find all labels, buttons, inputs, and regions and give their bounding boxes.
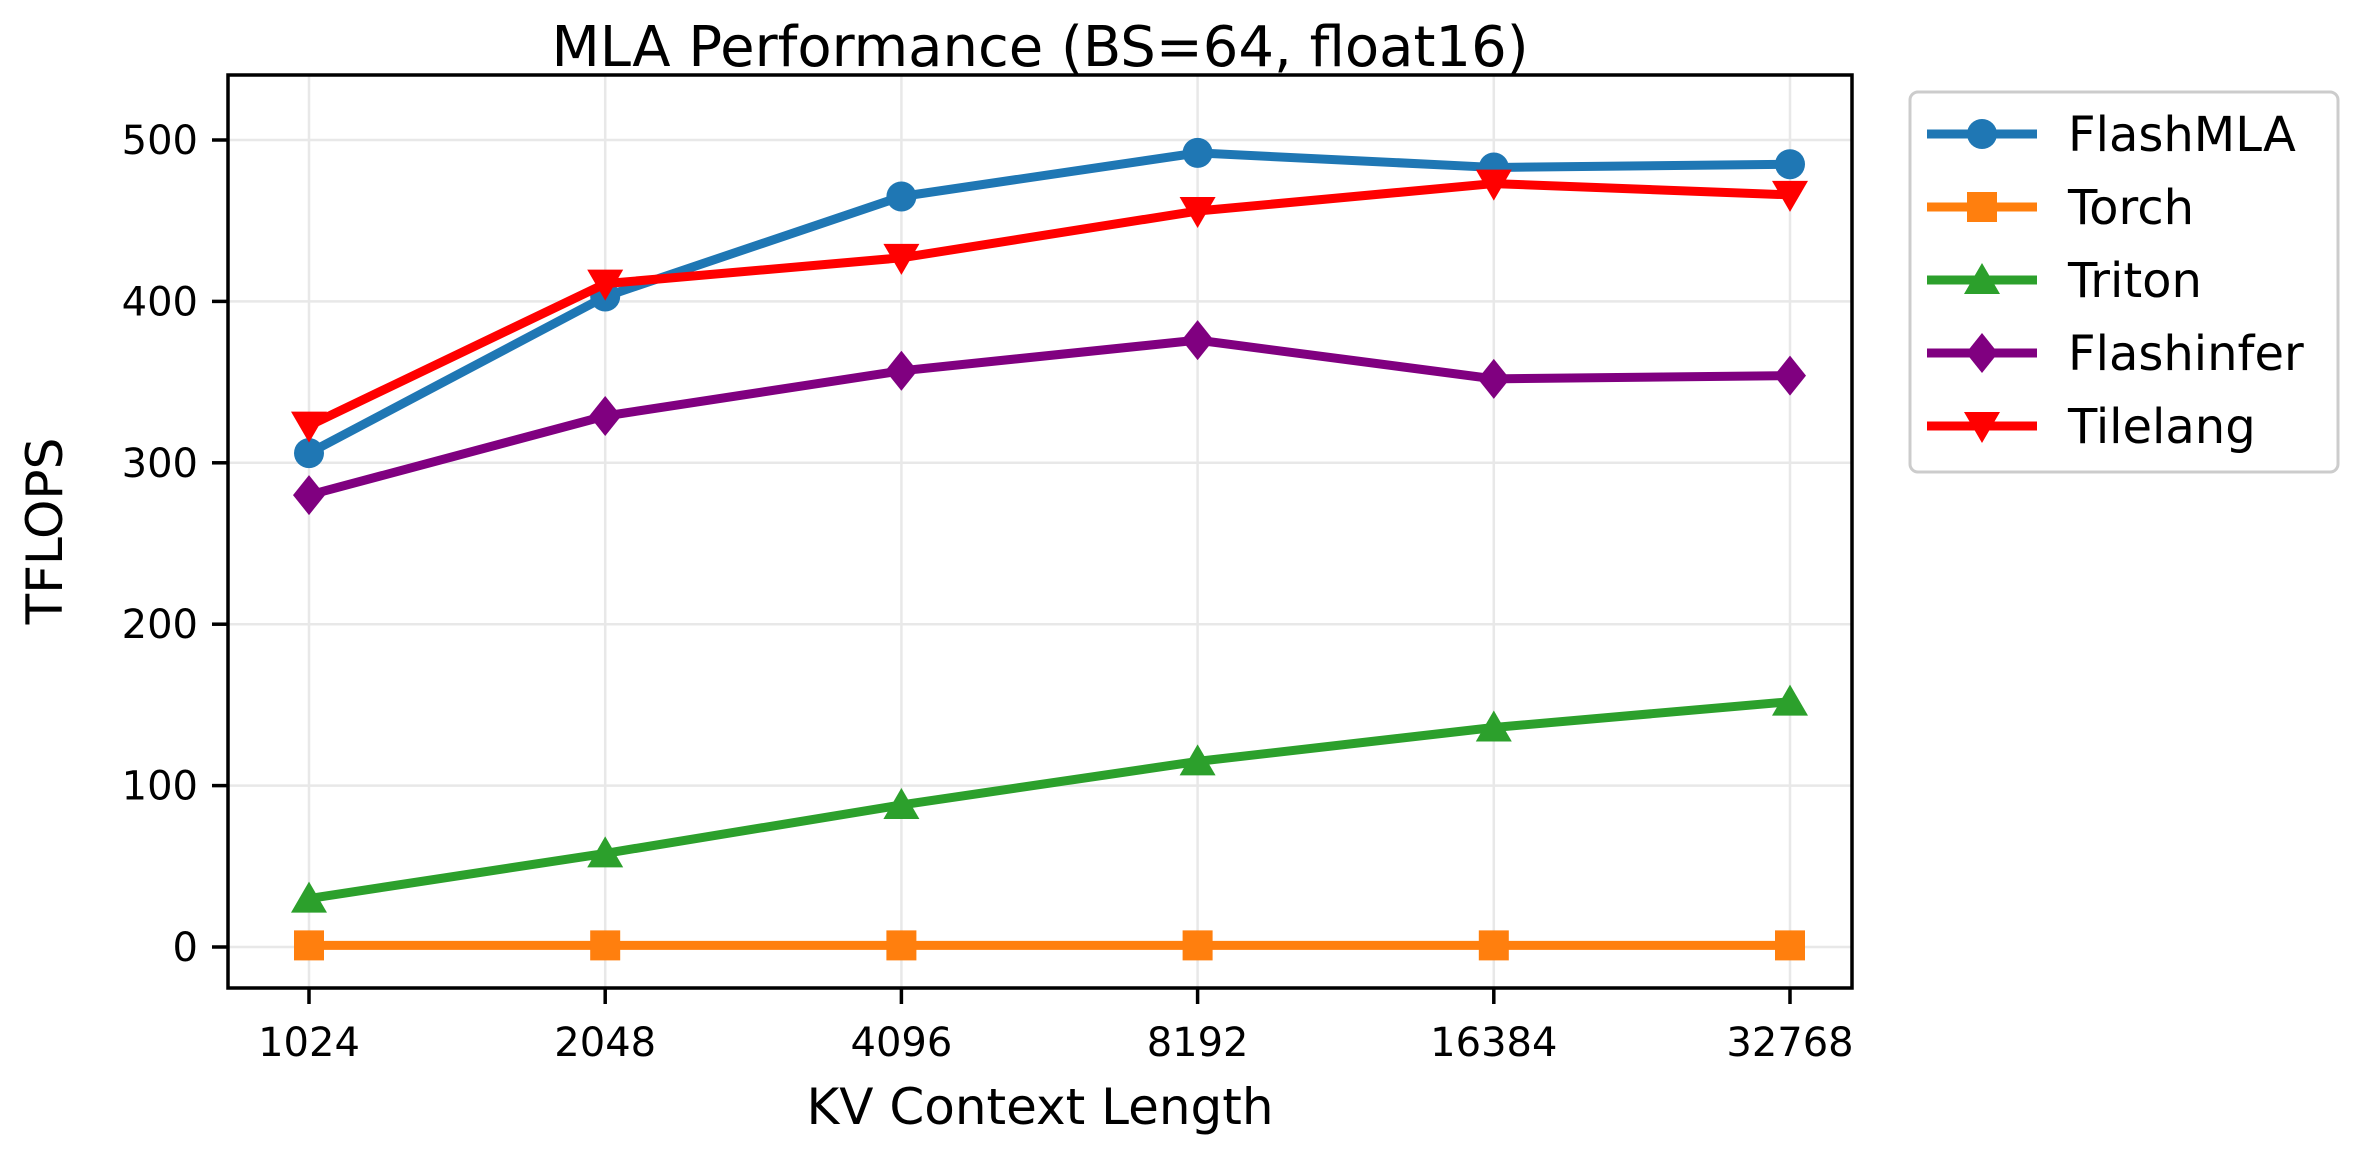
series-FlashMLA — [294, 137, 1805, 469]
series-line-Flashinfer — [307, 335, 1791, 500]
marker-FlashMLA-1024 — [294, 438, 324, 469]
x-tick-label-4096: 4096 — [851, 1020, 953, 1066]
legend: FlashMLA Torch Triton Flashinfer Tilelang — [1908, 90, 2340, 474]
y-tick-label-200: 200 — [122, 602, 198, 648]
series-Flashinfer — [293, 320, 1806, 516]
marker-Tilelang-2048 — [587, 269, 624, 301]
series-line-FlashMLA — [306, 148, 1791, 458]
grid-layer — [228, 75, 1852, 988]
marker-Triton-1024 — [291, 881, 327, 913]
marker-Triton-2048 — [587, 836, 624, 868]
series-line-Triton — [308, 697, 1791, 904]
legend-label-Tilelang: Tilelang — [2067, 399, 2256, 455]
x-tick-label-16384: 16384 — [1430, 1020, 1557, 1066]
series-line-Tilelang — [307, 179, 1791, 430]
marker-Tilelang-16384 — [1475, 169, 1512, 201]
legend-label-Torch: Torch — [2067, 180, 2194, 236]
marker-Triton-8192 — [1179, 744, 1216, 776]
marker-Tilelang-32768 — [1772, 180, 1808, 212]
marker-FlashMLA-4096 — [886, 181, 917, 212]
marker-Flashinfer-8192 — [1181, 320, 1214, 361]
marker-Tilelang-4096 — [883, 243, 920, 275]
marker-Torch-1024 — [294, 930, 324, 961]
legend-marker-Tilelang — [1964, 412, 2000, 443]
legend-item-Torch: Torch — [1927, 180, 2194, 236]
legend-item-Tilelang: Tilelang — [1927, 399, 2256, 455]
marker-Flashinfer-32768 — [1774, 355, 1806, 396]
y-tick-label-0: 0 — [173, 925, 198, 971]
x-tick-label-8192: 8192 — [1147, 1020, 1249, 1066]
y-tick-label-400: 400 — [122, 279, 198, 325]
marker-Flashinfer-4096 — [885, 350, 918, 391]
series-Torch — [294, 930, 1805, 961]
chart-title: MLA Performance (BS=64, float16) — [551, 15, 1528, 80]
axis-layer: 0 100 200 300 400 500 1024 2048 4096 8192 16384 327… — [122, 73, 1854, 1066]
marker-Torch-16384 — [1478, 930, 1509, 961]
legend-label-Triton: Triton — [2067, 253, 2202, 309]
marker-Triton-32768 — [1772, 684, 1808, 716]
marker-Triton-16384 — [1475, 710, 1512, 742]
legend-marker-Triton — [1964, 263, 2000, 294]
series-Tilelang — [291, 169, 1808, 443]
series-Triton — [291, 684, 1808, 913]
legend-label-FlashMLA: FlashMLA — [2068, 107, 2296, 163]
marker-Tilelang-8192 — [1179, 197, 1216, 229]
x-tick-label-32768: 32768 — [1726, 1020, 1853, 1066]
legend-label-Flashinfer: Flashinfer — [2068, 326, 2304, 382]
marker-Flashinfer-2048 — [589, 395, 622, 436]
marker-Flashinfer-1024 — [293, 475, 325, 516]
marker-FlashMLA-8192 — [1182, 137, 1213, 168]
marker-Torch-8192 — [1182, 930, 1213, 961]
legend-item-FlashMLA: FlashMLA — [1927, 107, 2296, 163]
x-tick-label-1024: 1024 — [258, 1020, 360, 1066]
legend-box — [1908, 90, 2340, 474]
marker-Triton-4096 — [883, 787, 920, 819]
series-layer — [291, 137, 1808, 961]
marker-Torch-2048 — [590, 930, 621, 961]
x-axis-label: KV Context Length — [806, 1078, 1273, 1136]
marker-Torch-32768 — [1775, 930, 1805, 961]
legend-item-Flashinfer: Flashinfer — [1927, 326, 2304, 382]
y-tick-label-100: 100 — [122, 764, 198, 810]
y-tick-label-500: 500 — [122, 118, 198, 164]
marker-Tilelang-1024 — [291, 411, 327, 443]
legend-marker-Flashinfer — [1966, 333, 1998, 373]
x-tick-label-2048: 2048 — [554, 1020, 656, 1066]
y-axis-label: TFLOPS — [16, 438, 74, 626]
marker-FlashMLA-32768 — [1775, 149, 1805, 180]
legend-item-Triton: Triton — [1927, 253, 2202, 309]
legend-marker-FlashMLA — [1967, 119, 1997, 149]
plot-border — [226, 73, 1854, 990]
legend-marker-Torch — [1967, 192, 1997, 222]
marker-Torch-4096 — [886, 930, 917, 961]
marker-Flashinfer-16384 — [1477, 358, 1510, 399]
y-tick-label-300: 300 — [122, 441, 198, 487]
